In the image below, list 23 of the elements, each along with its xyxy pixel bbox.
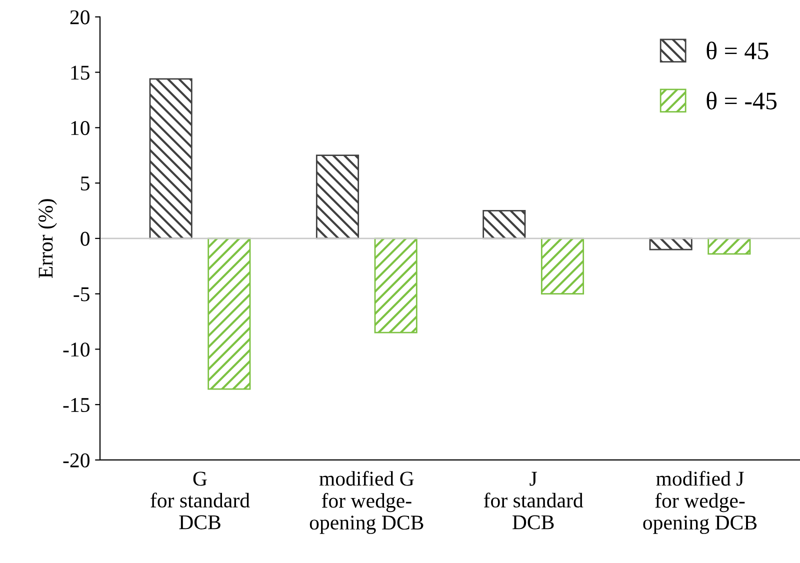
legend-label: θ = 45 (706, 42, 768, 60)
bar (708, 238, 751, 255)
y-tick-label: -10 (63, 342, 90, 357)
x-tick-label: modified J for wedge- opening DCB (643, 470, 757, 534)
bar (149, 78, 192, 240)
bar (316, 154, 360, 240)
bar (208, 238, 251, 390)
x-tick-label: modified G for wedge- opening DCB (310, 470, 424, 534)
y-tick-label: 5 (81, 176, 90, 190)
y-tick-label: -15 (63, 398, 90, 412)
y-tick-label: 10 (71, 121, 90, 136)
bar (374, 238, 418, 334)
y-axis-title: Error (%) (38, 199, 57, 278)
bar (482, 210, 526, 240)
legend-label: θ = -45 (706, 92, 777, 110)
y-tick-label: 20 (70, 10, 90, 24)
x-tick-label: G for standard DCB (150, 472, 250, 530)
x-tick-label: J for standard DCB (484, 472, 584, 530)
y-tick-label: 0 (80, 232, 90, 246)
y-tick-label: 15 (71, 66, 90, 80)
bar (540, 238, 584, 295)
y-tick-label: -20 (63, 453, 90, 468)
y-tick-label: -5 (74, 287, 90, 302)
